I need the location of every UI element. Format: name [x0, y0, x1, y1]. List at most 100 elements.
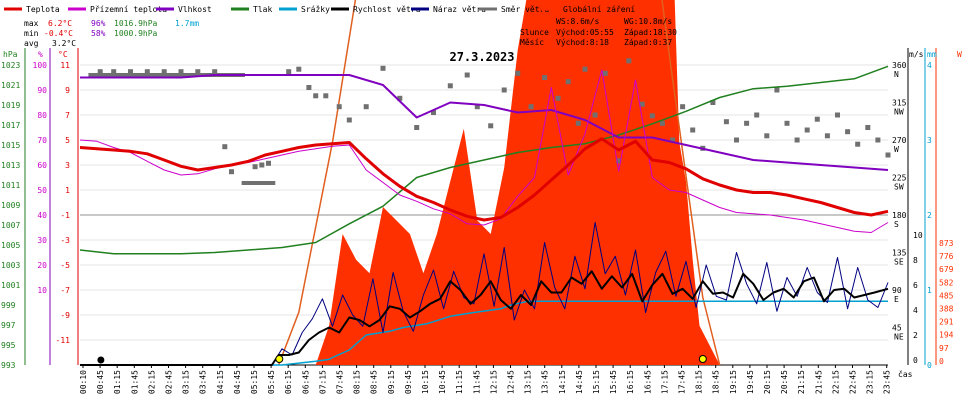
info-ws: WS:8.6m/s — [556, 17, 600, 26]
x-tick-label: 14:45 — [575, 370, 584, 394]
axis-mm-tick: 0 — [927, 361, 932, 370]
axis-dir-tick: 90 — [892, 286, 902, 295]
axis-pct-tick: 10 — [37, 286, 47, 295]
wind-direction-point — [296, 66, 302, 72]
stats-avg-label: avg — [24, 39, 39, 48]
wind-direction-point — [670, 137, 675, 143]
x-tick-label: 03:45 — [199, 370, 208, 394]
x-tick-label: 04:15 — [216, 370, 225, 394]
x-tick-label: 22:15 — [831, 370, 840, 394]
wind-direction-point — [195, 69, 201, 75]
x-tick-label: 15:15 — [592, 370, 601, 394]
wind-direction-point — [474, 104, 480, 110]
x-tick-label: 09:15 — [387, 370, 396, 394]
wind-direction-point — [241, 181, 276, 185]
wind-direction-point — [690, 127, 696, 133]
x-tick-label: 22:45 — [849, 370, 858, 394]
legend-label: Vlhkost — [178, 5, 212, 14]
stats-max-temp: 6.2°C — [48, 19, 72, 28]
axis-wm2-tick: 97 — [939, 344, 949, 353]
wind-direction-point — [865, 125, 871, 130]
x-tick-label: 03:15 — [182, 370, 191, 394]
axis-pct-tick: 50 — [37, 186, 47, 195]
info-wg: WG:10.8m/s — [624, 17, 672, 26]
wind-direction-point — [734, 137, 739, 143]
wind-direction-point — [97, 69, 103, 75]
legend-label: Rychlost větru — [353, 5, 421, 14]
axis-mm-tick: 1 — [927, 286, 932, 295]
axis-dir-tick: 45 — [892, 324, 902, 333]
wind-direction-point — [286, 69, 292, 75]
pressure-line — [79, 65, 889, 255]
x-tick-label: 05:15 — [250, 370, 259, 394]
wind-direction-point — [464, 72, 470, 78]
wind-direction-point — [639, 101, 645, 107]
wind-direction-point — [397, 95, 403, 101]
wind-direction-point — [266, 160, 271, 166]
axis-mm-unit: mm — [927, 50, 937, 59]
info-sunset: Západ:18:30 — [624, 28, 677, 37]
stats-max-press: 1016.9hPa — [114, 19, 158, 28]
wind-direction-point — [488, 123, 494, 129]
wind-speed-line — [80, 270, 889, 366]
stats-max-rain: 1.7mm — [175, 19, 199, 28]
info-sunrise: Východ:05:55 — [556, 28, 614, 37]
chart-title: 27.3.2023 — [449, 50, 514, 64]
stats-min-temp: -0.4°C — [44, 29, 73, 38]
axis-dir-name: SE — [894, 258, 904, 267]
wind-direction-point — [680, 104, 686, 110]
x-tick-label: 08:45 — [370, 370, 379, 394]
wind-direction-point — [774, 87, 780, 93]
wind-direction-point — [88, 73, 245, 77]
axis-mm-tick: 4 — [927, 61, 932, 70]
global-radiation-area — [80, 0, 888, 365]
axis-hpa-unit: hPa — [3, 50, 18, 59]
axis-pct-tick: 70 — [37, 136, 47, 145]
axis-temp-tick: 1 — [65, 186, 70, 195]
x-tick-label: 11:45 — [472, 370, 481, 394]
axis-dir-name: W — [894, 145, 899, 154]
x-tick-label: 06:15 — [284, 370, 293, 394]
wind-direction-point — [380, 65, 386, 71]
axis-hpa-tick: 1001 — [1, 281, 20, 290]
x-tick-label: 00:45 — [96, 370, 105, 394]
axis-temp-tick: -9 — [60, 311, 70, 320]
axis-dir-tick: 225 — [892, 174, 907, 183]
axis-temp-tick: 9 — [65, 86, 70, 95]
wind-direction-point — [565, 79, 571, 85]
wind-direction-point — [592, 112, 598, 118]
x-tick-label: 23:15 — [866, 370, 875, 394]
axis-wm2-tick: 679 — [939, 265, 954, 274]
axis-pct-tick: 90 — [37, 86, 47, 95]
wind-direction-point — [306, 85, 312, 90]
axis-hpa-tick: 1007 — [1, 221, 20, 230]
wind-direction-point — [855, 141, 861, 147]
axis-pct-tick: 80 — [37, 111, 47, 120]
wind-direction-point — [845, 129, 851, 135]
axis-hpa-tick: 995 — [1, 341, 16, 350]
wind-direction-point — [616, 158, 622, 164]
wind-direction-point — [178, 69, 184, 75]
info-moonrise: Východ:8:18 — [556, 38, 609, 47]
info-panel: max 6.2°C 96% 1016.9hPa 1.7mm min -0.4°C… — [24, 17, 913, 379]
axis-pct-tick: 20 — [37, 261, 47, 270]
wind-direction-point — [814, 116, 820, 122]
wind-direction-point — [723, 119, 729, 125]
stats-min-label: min — [24, 29, 39, 38]
axis-wm2-tick: 388 — [939, 305, 954, 314]
wind-direction-point — [649, 113, 655, 119]
axis-pct-tick: 30 — [37, 236, 47, 245]
x-tick-label: 10:45 — [438, 370, 447, 394]
wind-direction-point — [229, 169, 234, 175]
axis-temp-tick: -11 — [56, 336, 71, 345]
axis-dir-name: NE — [894, 333, 904, 342]
axis-dir-name: S — [894, 220, 899, 229]
axis-dir-tick: 270 — [892, 136, 907, 145]
wind-direction-point — [414, 125, 420, 130]
axis-hpa-tick: 1019 — [1, 101, 20, 110]
axis-hpa-tick: 997 — [1, 321, 16, 330]
wind-direction-point — [626, 58, 632, 64]
x-tick-label: 07:45 — [336, 370, 345, 394]
axis-wm2-tick: 291 — [939, 318, 954, 327]
